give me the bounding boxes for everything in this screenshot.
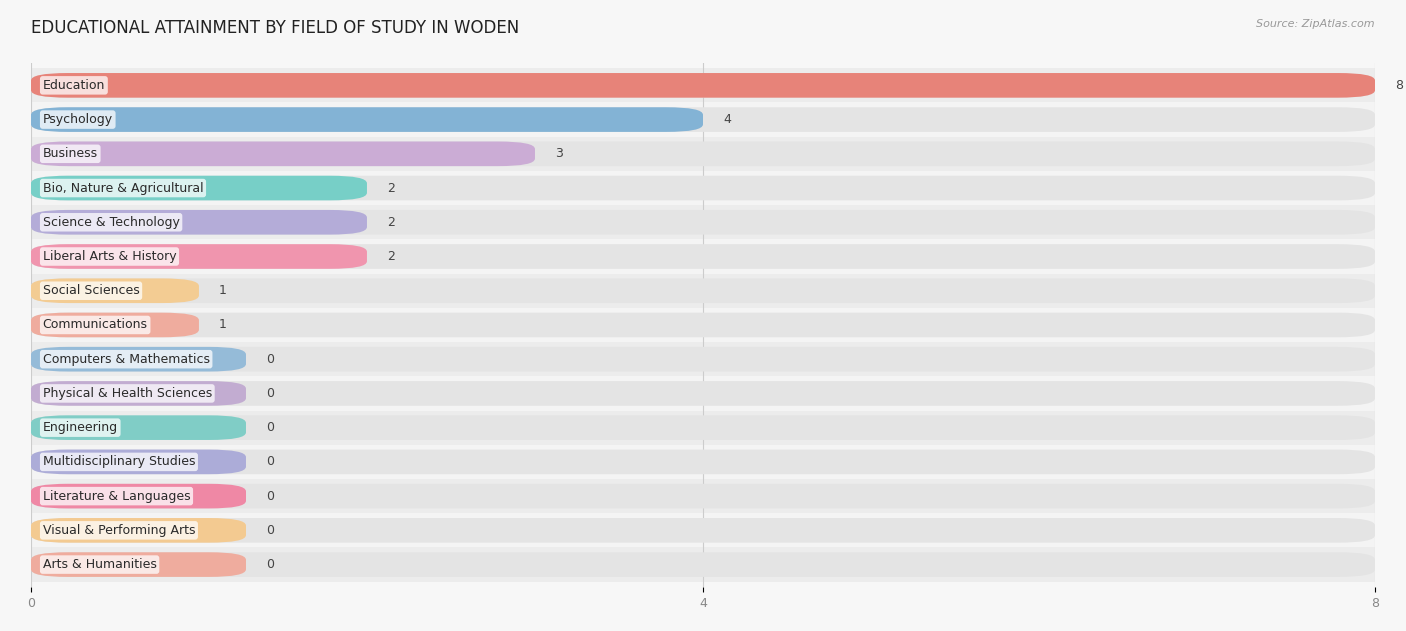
FancyBboxPatch shape bbox=[31, 342, 1375, 376]
FancyBboxPatch shape bbox=[31, 381, 246, 406]
FancyBboxPatch shape bbox=[31, 73, 1375, 98]
Text: Social Sciences: Social Sciences bbox=[42, 284, 139, 297]
Text: 0: 0 bbox=[266, 524, 274, 537]
FancyBboxPatch shape bbox=[31, 513, 1375, 548]
FancyBboxPatch shape bbox=[31, 107, 1375, 132]
FancyBboxPatch shape bbox=[31, 415, 246, 440]
FancyBboxPatch shape bbox=[31, 518, 246, 543]
FancyBboxPatch shape bbox=[31, 479, 1375, 513]
Text: Communications: Communications bbox=[42, 319, 148, 331]
FancyBboxPatch shape bbox=[31, 175, 1375, 201]
Text: Business: Business bbox=[42, 147, 98, 160]
Text: Psychology: Psychology bbox=[42, 113, 112, 126]
Text: Arts & Humanities: Arts & Humanities bbox=[42, 558, 156, 571]
FancyBboxPatch shape bbox=[31, 141, 1375, 166]
FancyBboxPatch shape bbox=[31, 415, 1375, 440]
FancyBboxPatch shape bbox=[31, 278, 200, 303]
FancyBboxPatch shape bbox=[31, 552, 1375, 577]
Text: Computers & Mathematics: Computers & Mathematics bbox=[42, 353, 209, 366]
FancyBboxPatch shape bbox=[31, 518, 1375, 543]
FancyBboxPatch shape bbox=[31, 141, 534, 166]
FancyBboxPatch shape bbox=[31, 102, 1375, 137]
FancyBboxPatch shape bbox=[31, 312, 1375, 338]
Text: Multidisciplinary Studies: Multidisciplinary Studies bbox=[42, 456, 195, 468]
FancyBboxPatch shape bbox=[31, 274, 1375, 308]
FancyBboxPatch shape bbox=[31, 239, 1375, 274]
Text: Physical & Health Sciences: Physical & Health Sciences bbox=[42, 387, 212, 400]
FancyBboxPatch shape bbox=[31, 210, 1375, 235]
FancyBboxPatch shape bbox=[31, 376, 1375, 411]
FancyBboxPatch shape bbox=[31, 347, 246, 372]
Text: 0: 0 bbox=[266, 456, 274, 468]
FancyBboxPatch shape bbox=[31, 68, 1375, 102]
Text: Science & Technology: Science & Technology bbox=[42, 216, 180, 229]
FancyBboxPatch shape bbox=[31, 244, 1375, 269]
FancyBboxPatch shape bbox=[31, 548, 1375, 582]
FancyBboxPatch shape bbox=[31, 278, 1375, 303]
Text: 1: 1 bbox=[219, 284, 226, 297]
Text: Engineering: Engineering bbox=[42, 421, 118, 434]
Text: Education: Education bbox=[42, 79, 105, 92]
FancyBboxPatch shape bbox=[31, 107, 703, 132]
FancyBboxPatch shape bbox=[31, 484, 246, 509]
FancyBboxPatch shape bbox=[31, 484, 1375, 509]
Text: 2: 2 bbox=[387, 182, 395, 194]
Text: Literature & Languages: Literature & Languages bbox=[42, 490, 190, 503]
FancyBboxPatch shape bbox=[31, 312, 200, 338]
Text: 1: 1 bbox=[219, 319, 226, 331]
FancyBboxPatch shape bbox=[31, 347, 1375, 372]
Text: 0: 0 bbox=[266, 353, 274, 366]
FancyBboxPatch shape bbox=[31, 445, 1375, 479]
FancyBboxPatch shape bbox=[31, 244, 367, 269]
FancyBboxPatch shape bbox=[31, 449, 1375, 475]
Text: 0: 0 bbox=[266, 387, 274, 400]
Text: 8: 8 bbox=[1395, 79, 1403, 92]
Text: 3: 3 bbox=[555, 147, 562, 160]
Text: EDUCATIONAL ATTAINMENT BY FIELD OF STUDY IN WODEN: EDUCATIONAL ATTAINMENT BY FIELD OF STUDY… bbox=[31, 19, 519, 37]
Text: Liberal Arts & History: Liberal Arts & History bbox=[42, 250, 176, 263]
FancyBboxPatch shape bbox=[31, 308, 1375, 342]
Text: Visual & Performing Arts: Visual & Performing Arts bbox=[42, 524, 195, 537]
Text: 2: 2 bbox=[387, 250, 395, 263]
Text: 2: 2 bbox=[387, 216, 395, 229]
Text: 0: 0 bbox=[266, 421, 274, 434]
FancyBboxPatch shape bbox=[31, 175, 367, 201]
Text: 0: 0 bbox=[266, 490, 274, 503]
Text: Source: ZipAtlas.com: Source: ZipAtlas.com bbox=[1257, 19, 1375, 29]
FancyBboxPatch shape bbox=[31, 171, 1375, 205]
FancyBboxPatch shape bbox=[31, 449, 246, 475]
FancyBboxPatch shape bbox=[31, 411, 1375, 445]
FancyBboxPatch shape bbox=[31, 137, 1375, 171]
FancyBboxPatch shape bbox=[31, 205, 1375, 239]
Text: Bio, Nature & Agricultural: Bio, Nature & Agricultural bbox=[42, 182, 204, 194]
FancyBboxPatch shape bbox=[31, 552, 246, 577]
Text: 0: 0 bbox=[266, 558, 274, 571]
FancyBboxPatch shape bbox=[31, 381, 1375, 406]
FancyBboxPatch shape bbox=[31, 73, 1375, 98]
FancyBboxPatch shape bbox=[31, 210, 367, 235]
Text: 4: 4 bbox=[723, 113, 731, 126]
